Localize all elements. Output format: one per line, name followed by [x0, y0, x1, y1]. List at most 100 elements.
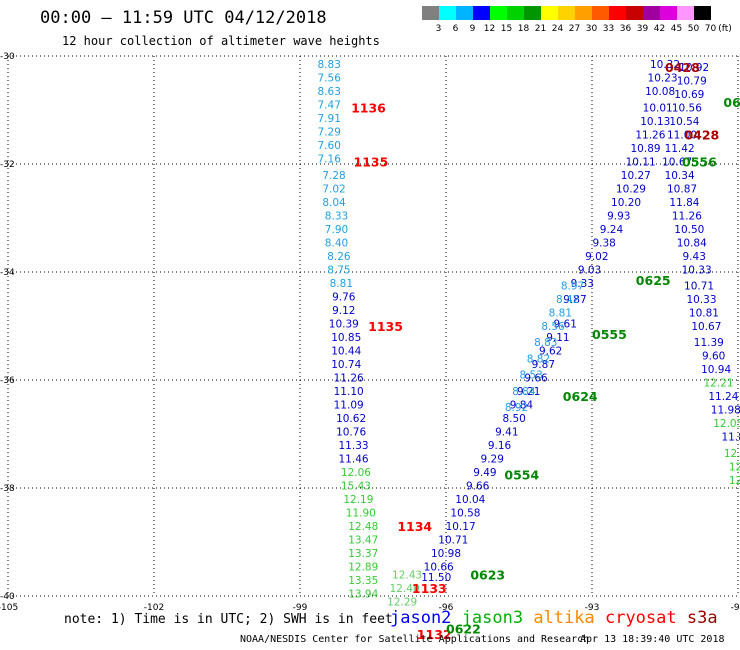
- legend-swatch: [626, 6, 643, 20]
- wave-height-label: 9.60: [702, 351, 725, 363]
- legend-label: 42: [653, 24, 666, 34]
- credit-line: NOAA/NESDIS Center for Satellite Applica…: [240, 634, 590, 645]
- wave-height-label: 8.40: [325, 237, 348, 249]
- pass-time-label: 0624: [563, 389, 598, 404]
- wave-height-label: 10.85: [331, 332, 361, 344]
- wave-height-label: 10.74: [331, 359, 361, 371]
- wave-height-label: 10.87: [667, 183, 697, 195]
- wave-height-label: 15.43: [341, 480, 371, 492]
- wave-height-label: 12.43: [392, 569, 422, 581]
- wave-height-label: 8.04: [322, 197, 346, 209]
- wave-height-label: 10.71: [438, 534, 468, 546]
- lon-tick-label: -99: [293, 603, 308, 613]
- wave-height-label: 10.01: [643, 102, 673, 114]
- wave-height-label: 12.06: [341, 467, 371, 479]
- wave-height-label: 9.61: [554, 318, 577, 330]
- wave-height-label: 9.43: [683, 251, 706, 263]
- legend-label: 15: [500, 24, 513, 34]
- wave-height-label: 12.40: [390, 583, 420, 595]
- wave-height-label: 8.92: [505, 402, 528, 414]
- wave-height-label: 8.97: [561, 281, 584, 293]
- wave-height-label: 13.47: [348, 534, 378, 546]
- wave-height-label: 10.33: [682, 264, 712, 276]
- wave-height-label: 12.19: [343, 494, 373, 506]
- wave-height-label: 9.87: [563, 294, 586, 306]
- wave-height-label: 8.83: [318, 59, 341, 71]
- pass-time-label: 1132: [417, 627, 452, 642]
- wave-height-label: 12.05: [713, 418, 740, 430]
- legend-swatch: [490, 6, 507, 20]
- lat-tick-label: -34: [0, 268, 15, 278]
- lat-tick-label: -32: [0, 160, 15, 170]
- wave-height-label: 8.83: [534, 337, 557, 349]
- legend-unit: (ft): [718, 24, 732, 34]
- wave-height-label: 11.09: [334, 399, 364, 411]
- wave-height-label: 12.89: [348, 561, 378, 573]
- satellite-cryosat: cryosat: [604, 608, 687, 628]
- legend-swatch: [677, 6, 694, 20]
- legend-swatch: [643, 6, 660, 20]
- wave-height-label: 10.81: [689, 308, 719, 320]
- wave-height-label: 9.62: [539, 345, 562, 357]
- wave-height-label: 10.66: [424, 561, 454, 573]
- pass-time-label: 0554: [504, 468, 539, 483]
- wave-height-label: 8.82: [527, 353, 550, 365]
- pass-time-label: 0555: [592, 327, 627, 342]
- legend-swatch: [541, 6, 558, 20]
- pass-time-label: 1134: [397, 519, 432, 534]
- lat-tick-label: -36: [0, 376, 15, 386]
- pass-time-label: 0626: [723, 95, 740, 110]
- wave-height-label: 10.44: [331, 345, 361, 357]
- wave-height-label: 11.8: [721, 432, 740, 444]
- wave-height-label: 10.23: [648, 73, 678, 85]
- lat-tick-label: -38: [0, 484, 15, 494]
- pass-time-label: 1133: [412, 581, 447, 596]
- wave-height-label: 10.71: [684, 281, 714, 293]
- footer-note: note: 1) Time is in UTC; 2) SWH is in fe…: [64, 612, 393, 627]
- lat-tick-label: -30: [0, 52, 15, 62]
- legend-label: 18: [517, 24, 530, 34]
- wave-height-label: 8.42: [556, 294, 579, 306]
- wave-height-label: 8.84: [512, 386, 536, 398]
- legend-label: 3: [435, 24, 442, 34]
- wave-height-label: 12: [729, 461, 740, 473]
- wave-height-label: 10.08: [645, 86, 675, 98]
- wave-height-label: 9.16: [488, 440, 512, 452]
- legend-label: 50: [687, 24, 700, 34]
- wave-height-label: 10.89: [631, 143, 661, 155]
- wave-height-label: 10.11: [626, 156, 656, 168]
- wave-height-label: 12: [729, 475, 740, 487]
- lon-tick-label: -96: [439, 603, 454, 613]
- legend-label: 6: [452, 24, 459, 34]
- wave-height-label: 11.39: [694, 337, 724, 349]
- wave-height-label: 8.81: [549, 308, 572, 320]
- legend-label: 45: [670, 24, 683, 34]
- pass-time-label: 0623: [470, 567, 505, 582]
- wave-height-label: 9.21: [517, 386, 540, 398]
- legend-label: 70: [704, 24, 717, 34]
- legend-label: 24: [551, 24, 564, 34]
- wave-height-label: 11.33: [339, 440, 369, 452]
- satellite-s3a: s3a: [686, 608, 718, 628]
- wave-height-label: 10.29: [616, 183, 646, 195]
- wave-height-label: 9.87: [532, 359, 555, 371]
- wave-height-label: 13.35: [348, 575, 378, 587]
- wave-height-label: 11.84: [669, 197, 699, 209]
- legend-label: 36: [619, 24, 632, 34]
- wave-height-label: 13.94: [348, 588, 378, 600]
- wave-height-label: 11.50: [421, 572, 451, 584]
- legend-label: 39: [636, 24, 649, 34]
- wave-height-label: 8.26: [327, 251, 351, 263]
- wave-height-label: 9.41: [495, 426, 518, 438]
- wave-height-label: 10.79: [677, 75, 707, 87]
- wave-height-label: 9.49: [473, 467, 496, 479]
- wave-height-label: 10.50: [674, 224, 704, 236]
- lat-tick-label: -40: [0, 592, 15, 602]
- lon-tick-label: -93: [585, 603, 600, 613]
- wave-height-label: 10.20: [611, 197, 641, 209]
- wave-height-label: 10.58: [450, 507, 480, 519]
- wave-height-label: 10.13: [640, 116, 670, 128]
- wave-height-label: 10.69: [674, 89, 704, 101]
- wave-height-label: 10.39: [329, 318, 359, 330]
